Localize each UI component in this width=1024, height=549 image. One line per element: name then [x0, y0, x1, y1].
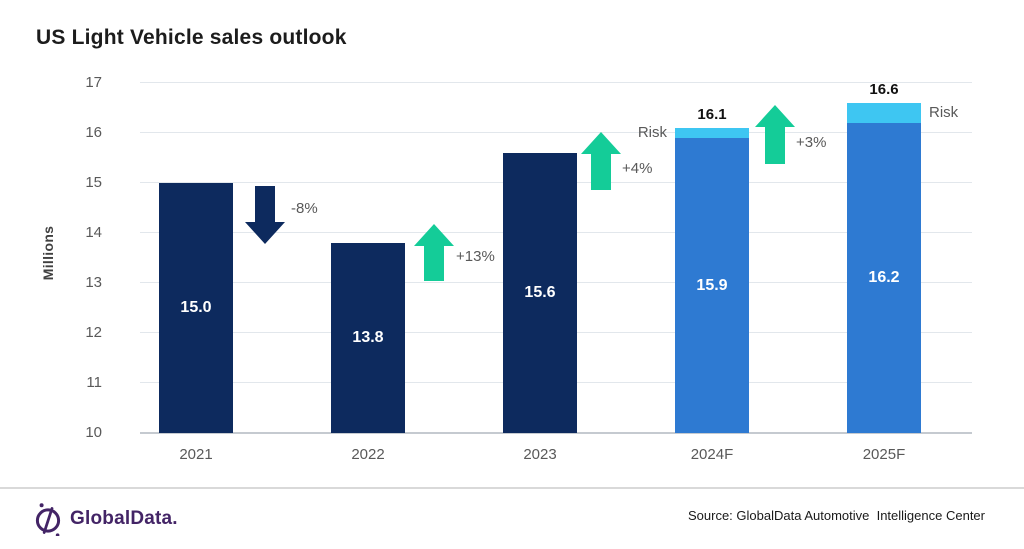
bar-2022: 13.8	[331, 243, 405, 433]
footer: GlobalData. Source: GlobalData Automotiv…	[0, 489, 1024, 549]
change-percent-label: +13%	[456, 248, 495, 265]
y-tick-label: 12	[85, 324, 102, 341]
globaldata-logo-icon	[35, 503, 61, 536]
bar-2021: 15.0	[159, 183, 233, 433]
footer-divider	[0, 487, 1024, 489]
globaldata-logo: GlobalData.	[33, 502, 178, 536]
x-tick-label: 2023	[523, 446, 557, 463]
globaldata-logo-text: GlobalData.	[70, 508, 178, 529]
bar-2025F: 16.2	[847, 123, 921, 433]
change-percent-label: -8%	[291, 200, 318, 217]
change-percent-label: +4%	[622, 160, 653, 177]
source-text: Source: GlobalData Automotive Intelligen…	[687, 508, 985, 523]
up-arrow-icon	[581, 132, 621, 190]
change-arrow-up-icon	[755, 105, 795, 164]
gridline	[140, 132, 972, 133]
x-tick-label: 2024F	[690, 446, 734, 463]
bar-value-label: 13.8	[352, 329, 384, 346]
bar-value-label: 15.9	[696, 276, 728, 294]
change-arrow-up-icon	[581, 132, 621, 190]
bar-total-label: 16.1	[697, 106, 727, 123]
chart-title: US Light Vehicle sales outlook	[36, 26, 347, 49]
bar-2024F: 15.9	[675, 138, 749, 433]
risk-segment	[675, 128, 749, 138]
change-percent-label: +3%	[796, 134, 827, 151]
bar-2023: 15.6	[503, 153, 577, 433]
y-tick-label: 17	[85, 74, 102, 91]
bar-value-label: 15.6	[524, 284, 556, 301]
y-tick-label: 15	[85, 174, 102, 191]
down-arrow-icon	[245, 186, 285, 244]
bar-total-label: 16.6	[869, 81, 899, 98]
change-arrow-up-icon	[414, 224, 454, 281]
risk-label: Risk	[637, 124, 667, 141]
bar-value-label: 15.0	[180, 299, 212, 316]
up-arrow-icon	[755, 105, 795, 164]
y-tick-label: 14	[85, 224, 102, 241]
up-arrow-icon	[414, 224, 454, 281]
y-tick-label: 10	[85, 424, 102, 441]
gridline	[140, 432, 972, 434]
risk-label: Risk	[929, 104, 959, 121]
x-tick-label: 2025F	[862, 446, 906, 463]
risk-segment	[847, 103, 921, 123]
gridline	[140, 82, 972, 83]
change-arrow-down-icon	[245, 186, 285, 244]
x-tick-label: 2021	[179, 446, 213, 463]
x-tick-label: 2022	[351, 446, 385, 463]
y-tick-label: 13	[85, 274, 102, 291]
bar-value-label: 16.2	[868, 269, 900, 286]
y-tick-label: 16	[85, 124, 102, 141]
y-tick-label: 11	[86, 374, 102, 391]
